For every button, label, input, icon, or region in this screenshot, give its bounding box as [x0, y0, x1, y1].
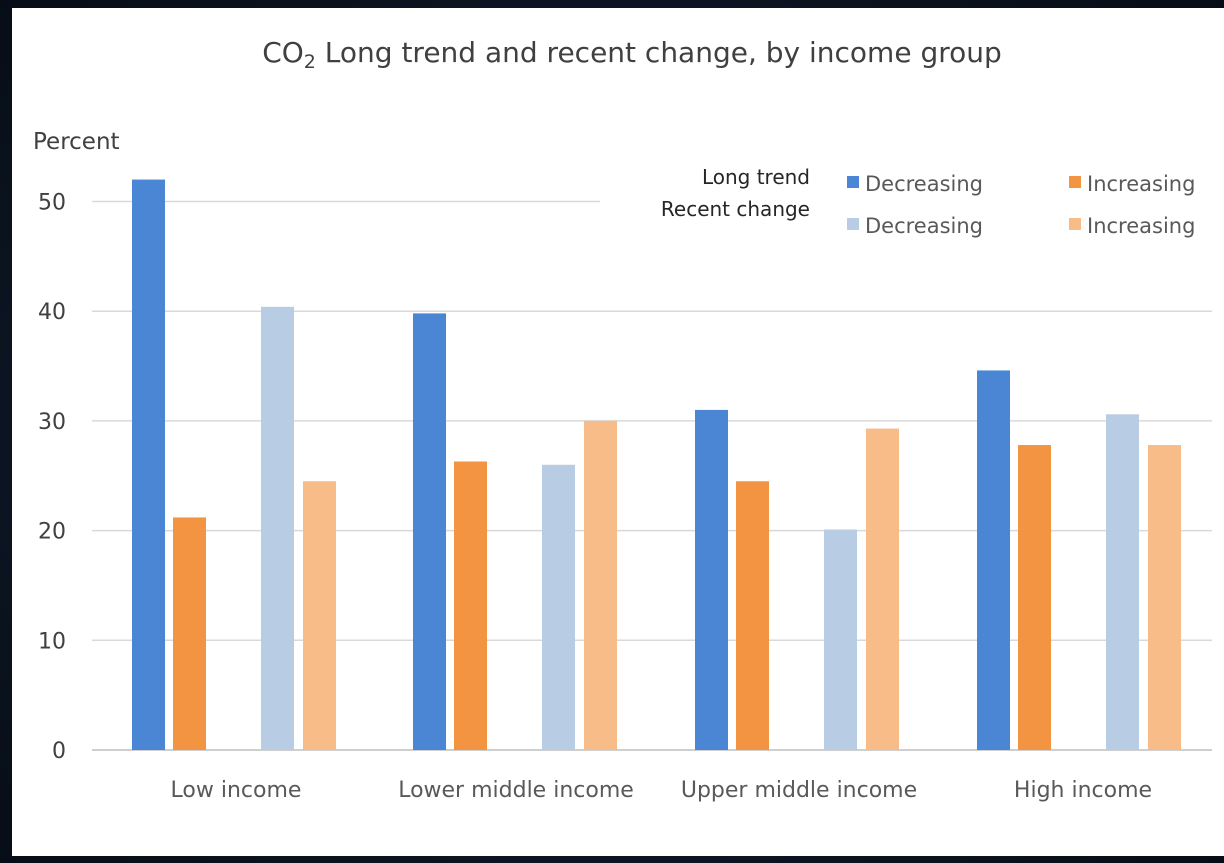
- bar-recent-change-decreasing: [824, 529, 857, 750]
- bar-recent-change-decreasing: [1106, 414, 1139, 750]
- category-label: High income: [1014, 778, 1152, 803]
- y-tick-label: 20: [38, 520, 66, 545]
- title-prefix: CO: [262, 36, 304, 69]
- bar-recent-change-decreasing: [542, 464, 575, 750]
- y-tick-label: 50: [38, 191, 66, 216]
- legend-row-heading: Long trend: [702, 165, 810, 189]
- bar-long-trend-increasing: [736, 481, 769, 750]
- category-label: Low income: [171, 778, 302, 803]
- y-tick-labels: 0 10 20 30 40 50: [38, 191, 66, 765]
- y-tick-label: 40: [38, 300, 66, 325]
- legend-row-heading: Recent change: [661, 197, 810, 221]
- legend-entry-label: Increasing: [1087, 172, 1195, 196]
- legend-entry-label: Decreasing: [865, 172, 983, 196]
- bar-recent-change-decreasing: [261, 306, 294, 750]
- legend-swatch: [1069, 176, 1081, 188]
- legend-swatch: [847, 176, 859, 188]
- bar-long-trend-decreasing: [132, 179, 165, 750]
- bar-recent-change-increasing: [1148, 445, 1181, 750]
- bar-recent-change-increasing: [866, 428, 899, 750]
- legend: Long trend Recent change Decreasing Increas…: [661, 165, 1196, 238]
- category-label: Lower middle income: [398, 778, 634, 803]
- bar-recent-change-increasing: [303, 481, 336, 750]
- bar-long-trend-increasing: [454, 461, 487, 750]
- bar-long-trend-decreasing: [413, 313, 446, 750]
- bar-recent-change-increasing: [584, 420, 617, 750]
- y-tick-label: 0: [52, 739, 66, 764]
- category-label: Upper middle income: [681, 778, 917, 803]
- bars: [132, 179, 1181, 750]
- y-tick-label: 30: [38, 410, 66, 435]
- y-axis-label: Percent: [33, 129, 120, 155]
- chart-title: CO2 Long trend and recent change, by inc…: [262, 36, 1002, 73]
- category-labels: Low income Lower middle income Upper middl…: [171, 778, 1153, 803]
- y-tick-label: 10: [38, 629, 66, 654]
- title-subscript: 2: [304, 51, 316, 73]
- legend-entry-label: Decreasing: [865, 214, 983, 238]
- legend-entry-label: Increasing: [1087, 214, 1195, 238]
- bar-long-trend-decreasing: [695, 409, 728, 750]
- bar-long-trend-increasing: [173, 517, 206, 750]
- title-suffix: Long trend and recent change, by income …: [316, 36, 1002, 69]
- legend-swatch: [1069, 218, 1081, 230]
- bar-long-trend-increasing: [1018, 445, 1051, 750]
- bar-long-trend-decreasing: [977, 370, 1010, 750]
- legend-swatch: [847, 218, 859, 230]
